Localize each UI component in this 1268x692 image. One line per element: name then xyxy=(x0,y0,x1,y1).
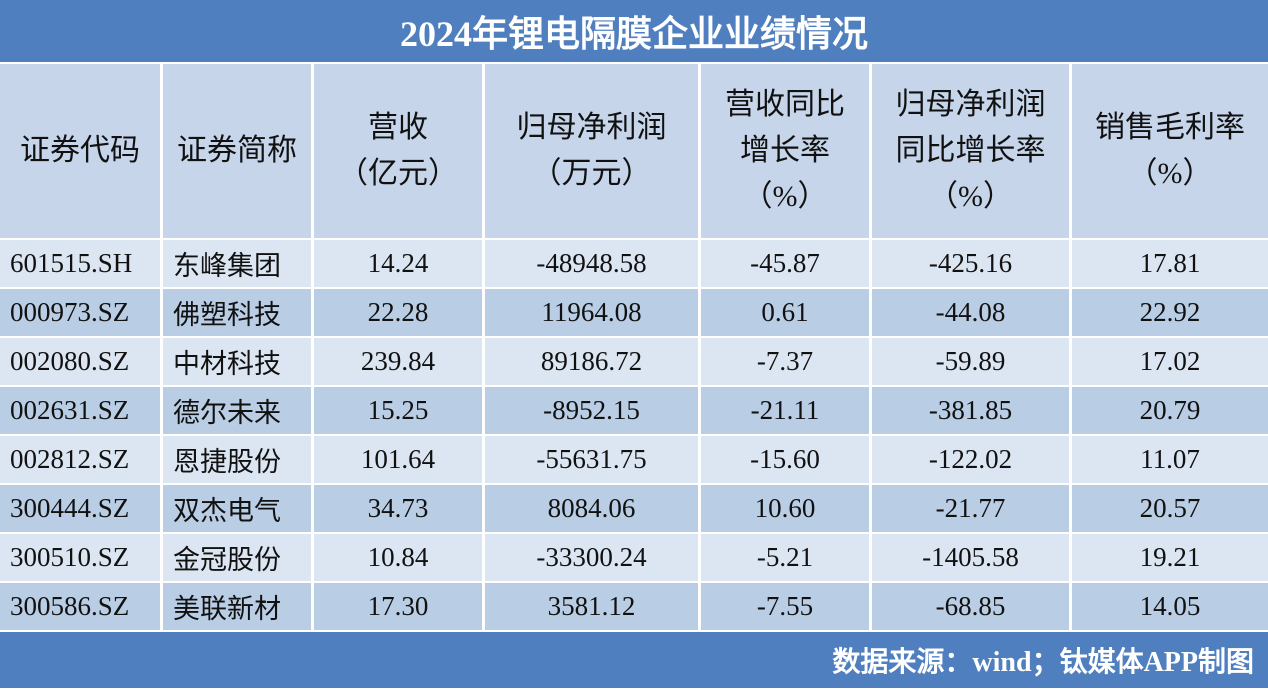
table-cell: 601515.SH xyxy=(0,240,160,287)
table-cell: 300586.SZ xyxy=(0,583,160,630)
header-line: 营收 xyxy=(368,111,428,144)
table-cell: -45.87 xyxy=(701,240,869,287)
table-cell: 14.05 xyxy=(1072,583,1268,630)
table-title: 2024年锂电隔膜企业业绩情况 xyxy=(0,0,1268,62)
table-cell: -21.77 xyxy=(872,485,1069,532)
header-line: 销售毛利率 xyxy=(1095,111,1245,144)
table-cell: 德尔未来 xyxy=(163,387,311,434)
table-cell: -122.02 xyxy=(872,436,1069,483)
table-cell: 000973.SZ xyxy=(0,289,160,336)
column-header: 证券代码 xyxy=(0,64,160,238)
table-cell: 002080.SZ xyxy=(0,338,160,385)
header-line: （%） xyxy=(742,180,828,213)
table-cell: -425.16 xyxy=(872,240,1069,287)
table-cell: -7.55 xyxy=(701,583,869,630)
header-line: （%） xyxy=(1127,157,1213,190)
table-cell: 10.84 xyxy=(314,534,482,581)
column-header: 归母净利润同比增长率 （%） xyxy=(872,64,1069,238)
table-cell: 8084.06 xyxy=(485,485,698,532)
table-cell: 002812.SZ xyxy=(0,436,160,483)
table-cell: 东峰集团 xyxy=(163,240,311,287)
table-cell: 34.73 xyxy=(314,485,482,532)
table-cell: -8952.15 xyxy=(485,387,698,434)
table-cell: 22.92 xyxy=(1072,289,1268,336)
table-cell: 20.57 xyxy=(1072,485,1268,532)
header-line: （%） xyxy=(928,180,1013,213)
table-cell: 0.61 xyxy=(701,289,869,336)
table-cell: 佛塑科技 xyxy=(163,289,311,336)
table-cell: 11.07 xyxy=(1072,436,1268,483)
table-cell: -381.85 xyxy=(872,387,1069,434)
table-cell: 美联新材 xyxy=(163,583,311,630)
table-cell: 20.79 xyxy=(1072,387,1268,434)
header-line: 归母净利润 xyxy=(895,88,1046,121)
table-cell: 17.30 xyxy=(314,583,482,630)
column-header: 证券简称 xyxy=(163,64,311,238)
table-cell: -33300.24 xyxy=(485,534,698,581)
column-header: 归母净利润 （万元） xyxy=(485,64,698,238)
table-cell: 15.25 xyxy=(314,387,482,434)
table-cell: 中材科技 xyxy=(163,338,311,385)
table-cell: -44.08 xyxy=(872,289,1069,336)
table-cell: 金冠股份 xyxy=(163,534,311,581)
table-cell: 300444.SZ xyxy=(0,485,160,532)
table-cell: 双杰电气 xyxy=(163,485,311,532)
column-header: 营收 （亿元） xyxy=(314,64,482,238)
header-line: （万元） xyxy=(531,157,652,190)
header-line: 归母净利润 xyxy=(516,111,667,144)
table-cell: 300510.SZ xyxy=(0,534,160,581)
table-cell: 3581.12 xyxy=(485,583,698,630)
table-cell: -59.89 xyxy=(872,338,1069,385)
table-cell: 89186.72 xyxy=(485,338,698,385)
table-cell: 239.84 xyxy=(314,338,482,385)
table-cell: -5.21 xyxy=(701,534,869,581)
table-cell: -48948.58 xyxy=(485,240,698,287)
source-note: 数据来源：wind；钛媒体APP制图 xyxy=(0,632,1268,688)
header-line: 证券简称 xyxy=(177,134,297,167)
column-header: 销售毛利率 （%） xyxy=(1072,64,1268,238)
header-line: 增长率 xyxy=(740,134,830,167)
header-line: 同比增长率 xyxy=(895,134,1046,167)
table-cell: 11964.08 xyxy=(485,289,698,336)
header-line: （亿元） xyxy=(338,157,458,190)
table-cell: -7.37 xyxy=(701,338,869,385)
table-cell: -1405.58 xyxy=(872,534,1069,581)
table-cell: -15.60 xyxy=(701,436,869,483)
header-line: 证券代码 xyxy=(20,134,140,167)
column-header: 营收同比增长率 （%） xyxy=(701,64,869,238)
table-cell: 22.28 xyxy=(314,289,482,336)
table-cell: 10.60 xyxy=(701,485,869,532)
table-cell: 17.02 xyxy=(1072,338,1268,385)
table-cell: 101.64 xyxy=(314,436,482,483)
table-cell: -68.85 xyxy=(872,583,1069,630)
table-cell: 14.24 xyxy=(314,240,482,287)
table-cell: 19.21 xyxy=(1072,534,1268,581)
table-cell: 恩捷股份 xyxy=(163,436,311,483)
table-cell: 002631.SZ xyxy=(0,387,160,434)
table-cell: -21.11 xyxy=(701,387,869,434)
table-cell: -55631.75 xyxy=(485,436,698,483)
table-cell: 17.81 xyxy=(1072,240,1268,287)
header-line: 营收同比 xyxy=(725,88,845,121)
